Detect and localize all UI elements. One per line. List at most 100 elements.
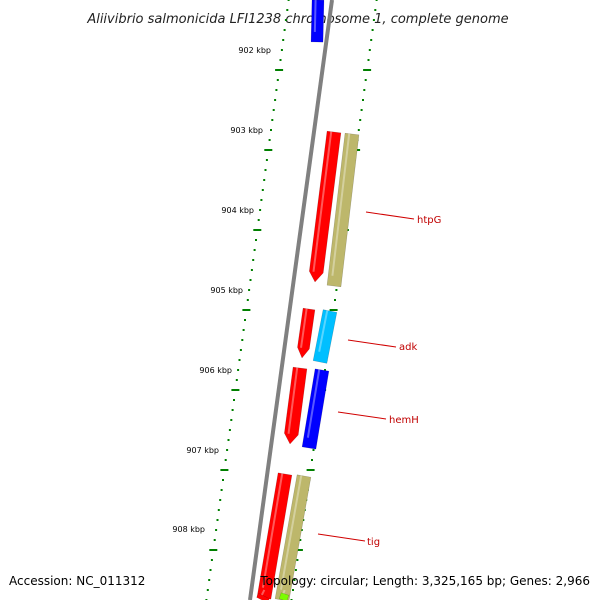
gene-blue-top-highlight: [313, 0, 317, 32]
label-line-adk: [347, 339, 397, 348]
gene-red-htpG-adjacent-highlight: [312, 131, 333, 272]
inner-tick-mark: [248, 289, 251, 291]
position-ticks: 902 kbp 903 kbp 904 kbp 905 kbp 906 kbp …: [172, 46, 271, 534]
gene-hemH: [301, 368, 330, 450]
inner-tick-mark: [249, 279, 252, 281]
gene-label-adk: adk: [399, 342, 417, 353]
inner-tick-mark: [255, 239, 257, 241]
inner-tick-mark: [244, 319, 246, 321]
tick-label-902: 902 kbp: [238, 46, 271, 55]
outer-tick-mark: [374, 9, 377, 11]
inner-tick-mark: [268, 139, 271, 141]
inner-tick-mark: [279, 59, 282, 61]
tick-label-906: 906 kbp: [199, 366, 232, 375]
gene-tig-highlight: [280, 475, 303, 590]
inner-tick-mark: [237, 369, 240, 371]
tick-label-904: 904 kbp: [221, 206, 254, 215]
inner-tick-mark: [250, 269, 253, 271]
inner-tick-mark: [287, 0, 290, 1]
outer-tick-mark: [334, 299, 336, 301]
gene-red-bottom-highlight: [260, 589, 266, 596]
outer-tick-mark: [368, 49, 371, 51]
inner-tick-mark: [219, 499, 222, 501]
inner-tick-mark: [217, 509, 220, 511]
inner-tick-mark: [272, 109, 275, 111]
gene-green-bottom-highlight: [282, 589, 286, 594]
gene-htpG-highlight: [331, 133, 351, 276]
outer-tick-mark: [300, 529, 303, 531]
gene-red-tig-adjacent: [256, 472, 293, 600]
inner-tick-mark: [241, 339, 244, 341]
outer-tick-mark: [311, 459, 313, 461]
inner-tick-mark: [239, 349, 242, 351]
outer-tick-mark: [324, 369, 326, 371]
gene-label-hemH: hemH: [389, 415, 419, 426]
outer-tick-mark: [294, 569, 297, 571]
outer-tick-mark: [359, 119, 362, 121]
outer-tick-mark: [293, 579, 296, 581]
gene-red-tig-adjacent-highlight: [261, 473, 284, 588]
inner-tick-mark: [276, 79, 279, 81]
label-line-hemH: [337, 411, 387, 420]
gene-adk-highlight: [318, 310, 329, 352]
outer-tick-mark: [306, 469, 315, 471]
outer-tick-mark: [294, 549, 303, 551]
inner-tick-mark: [210, 559, 213, 561]
inner-tick-mark: [246, 299, 249, 301]
inner-tick-mark: [208, 579, 211, 581]
inner-tick-mark: [253, 229, 262, 231]
inner-tick-mark: [226, 449, 229, 451]
inner-tick-mark: [283, 29, 286, 31]
outer-tick-mark: [367, 59, 370, 61]
gene-red-adk-adjacent: [297, 307, 316, 359]
inner-tick-mark: [209, 549, 218, 551]
outer-tick-mark: [312, 449, 315, 451]
label-line-tig: [317, 533, 366, 542]
tick-label-908: 908 kbp: [172, 525, 205, 534]
outer-tick-mark: [299, 539, 302, 541]
inner-tick-mark: [257, 219, 260, 221]
inner-tick-mark: [263, 179, 266, 181]
gene-htpG: [326, 132, 360, 288]
inner-tick-mark: [215, 529, 218, 531]
outer-tick-mark: [363, 69, 372, 71]
outer-tick-mark: [364, 79, 367, 81]
inner-tick-mark: [286, 9, 289, 11]
gene-red-adk-adjacent-highlight: [300, 308, 308, 348]
inner-tick-mark: [275, 69, 284, 71]
inner-tick-mark: [206, 589, 209, 591]
inner-tick-mark: [274, 99, 277, 101]
outer-tick-mark: [329, 309, 338, 311]
topology-text: Topology: circular; Length: 3,325,165 bp…: [260, 574, 590, 588]
inner-tick-mark: [231, 389, 240, 391]
inner-tick-mark: [228, 429, 231, 431]
outer-tick-mark: [362, 99, 364, 101]
inner-tick-mark: [235, 379, 238, 381]
chromosome-backbone: [248, 0, 334, 600]
gene-red-hemH-adjacent: [284, 366, 308, 445]
accession-text: Accession: NC_011312: [9, 574, 146, 588]
outer-tick-mark: [375, 0, 378, 1]
inner-tick-mark: [264, 149, 273, 151]
inner-tick-track: [205, 0, 290, 600]
tick-label-903: 903 kbp: [230, 126, 263, 135]
inner-tick-mark: [253, 249, 256, 251]
outer-tick-mark: [360, 109, 363, 111]
inner-tick-mark: [264, 169, 267, 171]
inner-tick-mark: [284, 19, 287, 21]
gene-label-tig: tig: [367, 537, 380, 548]
inner-tick-mark: [252, 259, 255, 261]
inner-tick-mark: [265, 159, 268, 161]
inner-tick-mark: [222, 479, 224, 481]
gene-tig: [274, 474, 312, 600]
inner-tick-mark: [280, 49, 283, 51]
gene-features: [256, 0, 360, 600]
inner-tick-mark: [238, 359, 241, 361]
inner-tick-mark: [230, 419, 233, 421]
map-title: Aliivibrio salmonicida LFI1238 chromosom…: [86, 12, 508, 27]
tick-label-907: 907 kbp: [186, 446, 219, 455]
gene-red-htpG-adjacent: [309, 130, 342, 283]
inner-tick-mark: [233, 399, 235, 401]
inner-tick-mark: [209, 569, 212, 571]
